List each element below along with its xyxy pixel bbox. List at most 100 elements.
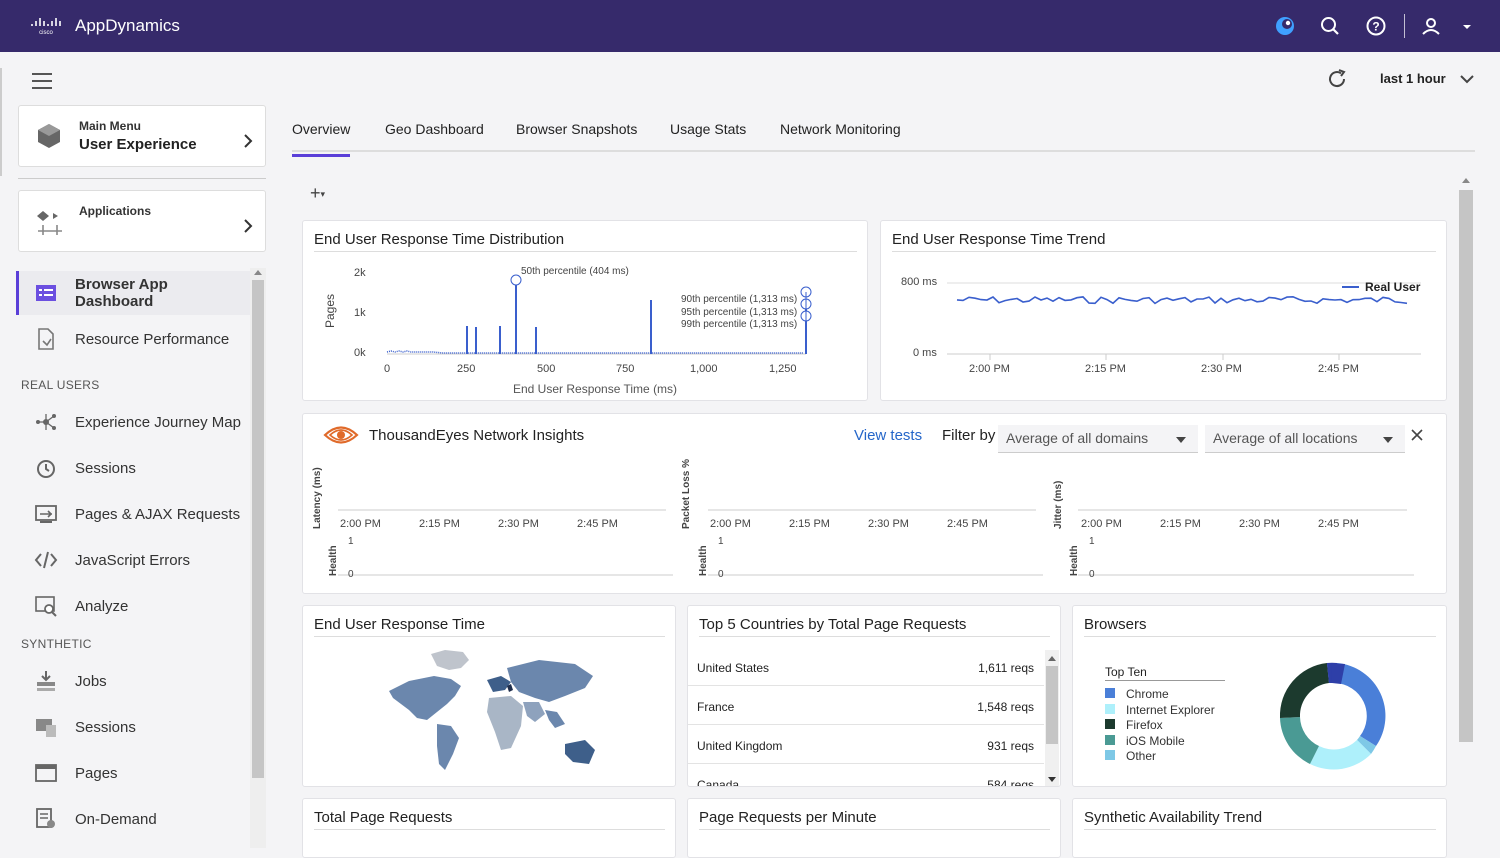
scroll-up-icon[interactable] bbox=[253, 268, 263, 276]
p90-annotation: 90th percentile (1,313 ms) bbox=[681, 294, 798, 305]
panel-title-rule bbox=[699, 636, 1050, 637]
legend-title: Top Ten bbox=[1105, 665, 1225, 681]
tab-browser-snapshots[interactable]: Browser Snapshots bbox=[516, 121, 638, 137]
table-row[interactable]: United Kingdom 931 reqs bbox=[688, 726, 1044, 764]
scroll-up-icon[interactable] bbox=[1047, 654, 1057, 662]
country-requests: 931 reqs bbox=[987, 739, 1034, 753]
sidebar-item-synthetic-sessions[interactable]: Sessions bbox=[16, 705, 250, 749]
sidebar-item-pages-ajax[interactable]: Pages & AJAX Requests bbox=[16, 492, 250, 536]
search-icon[interactable] bbox=[1318, 14, 1342, 38]
panel-title-rule bbox=[314, 251, 857, 252]
health-axis-label: Health bbox=[328, 545, 339, 576]
x-tick: 750 bbox=[616, 363, 635, 375]
table-row[interactable]: France 1,548 reqs bbox=[688, 687, 1044, 725]
x-tick: 2:45 PM bbox=[1318, 518, 1359, 530]
jobs-icon bbox=[37, 671, 55, 691]
table-row[interactable]: United States 1,611 reqs bbox=[688, 648, 1044, 686]
main-menu-button[interactable]: Main Menu User Experience bbox=[18, 105, 266, 167]
scroll-down-icon[interactable] bbox=[1047, 776, 1057, 784]
applications-button[interactable]: Applications bbox=[18, 190, 266, 252]
panel-title: Page Requests per Minute bbox=[699, 809, 877, 826]
tab-network-monitoring[interactable]: Network Monitoring bbox=[780, 121, 901, 137]
content-scrollbar-thumb[interactable] bbox=[1459, 190, 1473, 742]
x-tick: 2:15 PM bbox=[1085, 363, 1126, 375]
y-tick: 1k bbox=[354, 307, 366, 319]
sidebar-scrollbar[interactable] bbox=[250, 268, 266, 848]
sidebar-item-browser-app-dashboard[interactable]: Browser App Dashboard bbox=[16, 271, 250, 315]
table-row[interactable]: Canada 584 reqs bbox=[688, 765, 1044, 786]
sidebar-item-analyze[interactable]: Analyze bbox=[16, 584, 250, 628]
x-tick: 2:00 PM bbox=[710, 518, 751, 530]
time-range-chevron-icon[interactable] bbox=[1458, 70, 1476, 88]
x-tick: 2:00 PM bbox=[340, 518, 381, 530]
close-icon[interactable] bbox=[1411, 429, 1423, 441]
panel-total-page-requests: Total Page Requests bbox=[302, 798, 676, 858]
panel-browsers: Browsers Top Ten Chrome Internet Explore… bbox=[1072, 605, 1447, 787]
panel-response-time-distribution: End User Response Time Distribution 2k 1… bbox=[302, 220, 868, 401]
topbar-divider bbox=[1404, 14, 1405, 38]
appd-logo-icon[interactable] bbox=[1273, 14, 1297, 38]
sidebar-item-label: Jobs bbox=[75, 672, 107, 690]
panel-title: Top 5 Countries by Total Page Requests bbox=[699, 616, 967, 633]
sidebar-item-sessions[interactable]: Sessions bbox=[16, 446, 250, 490]
sidebar-item-resource-performance[interactable]: Resource Performance bbox=[16, 317, 250, 361]
sessions-icon bbox=[37, 460, 55, 478]
applications-icon bbox=[37, 211, 62, 235]
legend-real-user[interactable]: Real User bbox=[1365, 280, 1421, 294]
dropdown-caret-icon bbox=[1176, 437, 1186, 443]
cisco-wordmark: cisco bbox=[39, 30, 53, 36]
table-scrollbar[interactable] bbox=[1045, 650, 1059, 786]
filter-by-label: Filter by bbox=[942, 427, 996, 444]
sidebar-item-label: Pages bbox=[75, 764, 118, 782]
legend-label: Internet Explorer bbox=[1126, 703, 1215, 717]
x-tick: 0 bbox=[384, 363, 391, 375]
sidebar-item-experience-journey-map[interactable]: Experience Journey Map bbox=[16, 400, 250, 444]
health-tick: 0 bbox=[348, 569, 354, 580]
tab-usage-stats[interactable]: Usage Stats bbox=[670, 121, 747, 137]
sidebar-item-pages[interactable]: Pages bbox=[16, 751, 250, 795]
tab-overview[interactable]: Overview bbox=[292, 121, 351, 157]
hamburger-icon[interactable] bbox=[32, 72, 54, 90]
add-widget-caret-icon: ▾ bbox=[320, 188, 326, 199]
help-icon[interactable]: ? bbox=[1364, 14, 1388, 38]
y-tick: 0k bbox=[354, 347, 366, 359]
legend-swatch bbox=[1105, 719, 1115, 729]
y-tick: 2k bbox=[354, 267, 366, 279]
p99-annotation: 99th percentile (1,313 ms) bbox=[681, 319, 798, 330]
scroll-up-icon[interactable] bbox=[1461, 176, 1471, 184]
sidebar-scrollbar-thumb[interactable] bbox=[252, 280, 264, 778]
dashboard-icon bbox=[36, 285, 56, 301]
filter-domains-select[interactable]: Average of all domains bbox=[998, 425, 1198, 453]
panel-title-rule bbox=[1084, 829, 1436, 830]
pages-ajax-icon bbox=[35, 505, 57, 523]
refresh-icon[interactable] bbox=[1325, 67, 1349, 91]
trend-chart bbox=[947, 282, 1421, 360]
x-tick: 2:00 PM bbox=[1081, 518, 1122, 530]
panel-title: End User Response Time Distribution bbox=[314, 231, 565, 248]
hexagon-icon bbox=[38, 124, 60, 148]
thousandeyes-eye-icon bbox=[323, 426, 359, 444]
tab-geo-dashboard[interactable]: Geo Dashboard bbox=[385, 121, 484, 137]
table-scrollbar-thumb[interactable] bbox=[1046, 666, 1058, 744]
sidebar bbox=[0, 52, 268, 848]
sidebar-item-label: Resource Performance bbox=[75, 330, 230, 348]
sidebar-item-on-demand[interactable]: On-Demand bbox=[16, 797, 250, 841]
panel-title-rule bbox=[1084, 636, 1436, 637]
country-name: United States bbox=[697, 661, 770, 675]
dashboard-tabs: Overview Geo Dashboard Browser Snapshots… bbox=[292, 118, 1475, 157]
add-widget-button[interactable]: +▾ bbox=[310, 183, 325, 204]
chevron-down-icon[interactable] bbox=[1455, 14, 1479, 38]
sidebar-item-label: Pages & AJAX Requests bbox=[75, 505, 241, 523]
user-icon[interactable] bbox=[1419, 14, 1443, 38]
content-scrollbar[interactable] bbox=[1458, 176, 1474, 848]
chevron-right-icon bbox=[244, 134, 253, 148]
time-range-selector[interactable]: last 1 hour bbox=[1380, 71, 1446, 86]
sidebar-item-jobs[interactable]: Jobs bbox=[16, 659, 250, 703]
view-tests-link[interactable]: View tests bbox=[854, 427, 923, 444]
legend-swatch bbox=[1105, 750, 1115, 760]
health-tick: 0 bbox=[1089, 569, 1095, 580]
sidebar-item-javascript-errors[interactable]: JavaScript Errors bbox=[16, 538, 250, 582]
x-tick: 2:45 PM bbox=[577, 518, 618, 530]
filter-locations-select[interactable]: Average of all locations bbox=[1205, 425, 1405, 453]
sidebar-item-label: Browser App Dashboard bbox=[75, 276, 168, 310]
